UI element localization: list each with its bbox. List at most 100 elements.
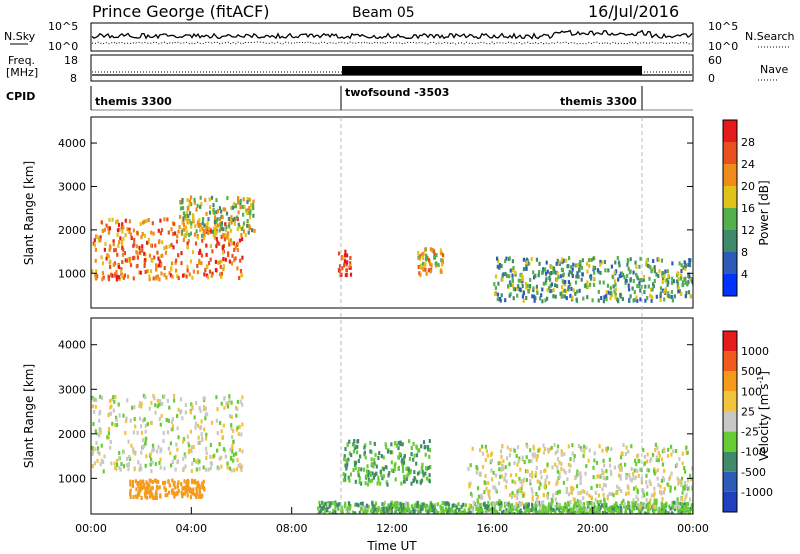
heatmap-cell — [497, 259, 500, 264]
heatmap-cell — [203, 405, 206, 410]
heatmap-cell — [511, 503, 514, 508]
heatmap-cell — [544, 484, 547, 489]
heatmap-cell — [424, 471, 427, 476]
heatmap-cell — [642, 488, 645, 493]
heatmap-cell — [657, 274, 660, 279]
heatmap-cell — [599, 262, 602, 267]
heatmap-cell — [531, 494, 534, 499]
heatmap-cell — [237, 200, 240, 205]
heatmap-cell — [231, 449, 234, 454]
heatmap-cell — [533, 507, 536, 512]
heatmap-cell — [608, 512, 611, 514]
heatmap-cell — [679, 479, 682, 484]
heatmap-cell — [680, 502, 683, 507]
heatmap-cell — [497, 512, 500, 514]
heatmap-cell — [683, 484, 686, 489]
heatmap-cell — [428, 454, 431, 459]
heatmap-cell — [571, 295, 574, 300]
heatmap-cell — [180, 490, 183, 495]
heatmap-cell — [504, 465, 507, 470]
heatmap-cell — [349, 265, 352, 270]
heatmap-cell — [509, 473, 513, 478]
heatmap-cell — [163, 485, 166, 490]
heatmap-cell — [575, 274, 578, 279]
heatmap-cell — [546, 462, 549, 467]
heatmap-cell — [124, 258, 127, 263]
heatmap-cell — [209, 257, 212, 262]
heatmap-cell — [210, 195, 214, 200]
heatmap-cell — [392, 469, 395, 473]
heatmap-cell — [565, 296, 568, 301]
heatmap-cell — [223, 237, 226, 242]
heatmap-cell — [213, 453, 216, 458]
heatmap-cell — [541, 508, 545, 513]
heatmap-cell — [643, 290, 646, 294]
heatmap-cell — [148, 274, 151, 279]
heatmap-cell — [121, 252, 124, 257]
heatmap-cell — [140, 235, 143, 240]
heatmap-cell — [412, 478, 415, 483]
heatmap-cell — [572, 508, 575, 513]
heatmap-cell — [501, 510, 504, 514]
heatmap-cell — [671, 276, 674, 281]
heatmap-cell — [323, 512, 326, 514]
heatmap-cell — [570, 265, 573, 270]
heatmap-cell — [640, 477, 643, 481]
heatmap-cell — [624, 452, 627, 457]
heatmap-cell — [412, 457, 415, 462]
heatmap-cell — [144, 395, 147, 400]
heatmap-cell — [657, 450, 660, 455]
heatmap-cell — [661, 462, 664, 467]
heatmap-cell — [378, 451, 381, 456]
heatmap-cell — [170, 420, 173, 425]
heatmap-cell — [583, 506, 586, 511]
heatmap-cell — [384, 442, 387, 447]
heatmap-cell — [656, 508, 659, 513]
heatmap-cell — [204, 412, 207, 417]
heatmap-cell — [197, 494, 200, 499]
heatmap-cell — [360, 467, 363, 472]
heatmap-cell — [633, 514, 635, 518]
heatmap-cell — [169, 441, 172, 446]
heatmap-cell — [96, 446, 100, 451]
heatmap-cell — [206, 412, 209, 417]
heatmap-cell — [186, 434, 189, 439]
heatmap-cell — [238, 224, 241, 229]
heatmap-cell — [605, 469, 608, 474]
heatmap-cell — [222, 447, 225, 452]
heatmap-cell — [668, 504, 671, 509]
heatmap-cell — [539, 470, 542, 475]
heatmap-cell — [612, 284, 615, 289]
heatmap-cell — [139, 270, 142, 275]
heatmap-cell — [189, 448, 192, 453]
heatmap-cell — [659, 484, 662, 489]
heatmap-cell — [428, 448, 432, 453]
heatmap-cell — [116, 264, 119, 269]
heatmap-cell — [422, 261, 425, 266]
heatmap-cell — [318, 510, 321, 514]
heatmap-cell — [553, 283, 557, 288]
heatmap-cell — [437, 263, 440, 268]
heatmap-cell — [171, 221, 175, 226]
heatmap-cell — [418, 470, 421, 475]
heatmap-cell — [585, 285, 589, 289]
heatmap-cell — [198, 488, 201, 493]
heatmap-cell — [140, 402, 143, 407]
heatmap-cell — [643, 461, 646, 466]
heatmap-cell — [573, 512, 576, 514]
heatmap-cell — [555, 491, 558, 496]
heatmap-cell — [616, 297, 619, 302]
heatmap-cell — [565, 486, 568, 491]
heatmap-cell — [540, 475, 543, 480]
heatmap-cell — [220, 209, 223, 214]
heatmap-cell — [173, 455, 176, 460]
heatmap-cell — [645, 498, 648, 503]
heatmap-cell — [418, 256, 421, 261]
heatmap-cell — [519, 273, 522, 278]
heatmap-cell — [94, 258, 97, 263]
heatmap-cell — [539, 296, 542, 301]
heatmap-cell — [154, 478, 157, 483]
heatmap-cell — [663, 487, 666, 492]
heatmap-cell — [170, 261, 174, 266]
heatmap-cell — [192, 250, 195, 255]
